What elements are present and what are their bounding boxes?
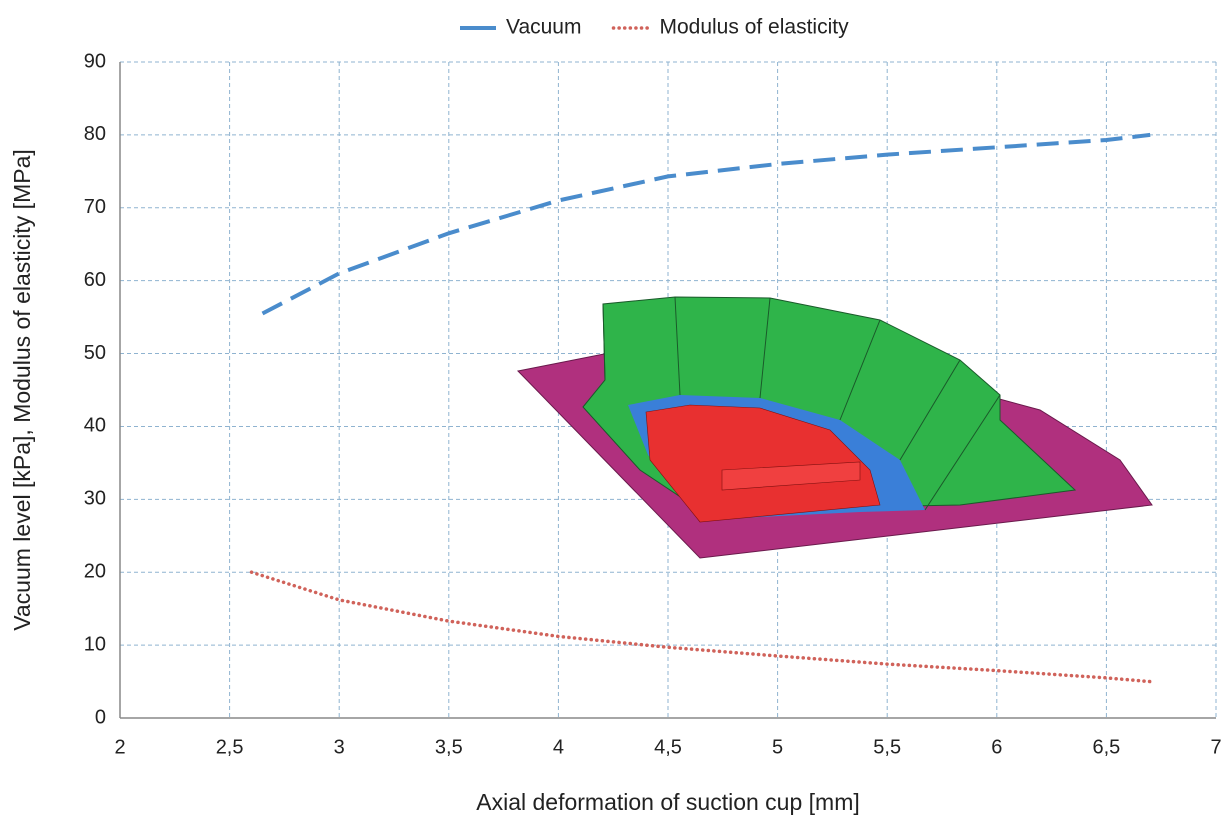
plot-lines bbox=[249, 132, 1152, 684]
x-tick-label: 7 bbox=[1210, 736, 1221, 758]
x-tick-label: 4 bbox=[553, 736, 564, 758]
y-tick-label: 80 bbox=[84, 123, 106, 145]
x-tick-label: 3 bbox=[334, 736, 345, 758]
x-tick-label: 5,5 bbox=[873, 736, 901, 758]
x-tick-label: 3,5 bbox=[435, 736, 463, 758]
x-tick-label: 2 bbox=[114, 736, 125, 758]
legend-label: Modulus of elasticity bbox=[659, 16, 849, 39]
y-tick-label: 50 bbox=[84, 342, 106, 364]
x-tick-label: 5 bbox=[772, 736, 783, 758]
y-tick-label: 20 bbox=[84, 561, 106, 583]
series-line bbox=[249, 570, 1152, 684]
fem-mesh-illustration bbox=[516, 296, 1153, 559]
y-tick-label: 60 bbox=[84, 269, 106, 291]
y-tick-label: 30 bbox=[84, 488, 106, 510]
legend-label: Vacuum bbox=[506, 16, 581, 39]
x-tick-label: 4,5 bbox=[654, 736, 682, 758]
series-line bbox=[261, 132, 1151, 316]
y-tick-label: 90 bbox=[84, 50, 106, 72]
x-tick-label: 6 bbox=[991, 736, 1002, 758]
x-tick-label: 6,5 bbox=[1092, 736, 1120, 758]
legend: Vacuum Modulus of elasticity bbox=[460, 16, 849, 39]
x-axis-title: Axial deformation of suction cup [mm] bbox=[476, 789, 860, 815]
x-tick-label: 2,5 bbox=[216, 736, 244, 758]
y-tick-label: 40 bbox=[84, 415, 106, 437]
y-tick-label: 0 bbox=[95, 706, 106, 728]
y-axis-title: Vacuum level [kPa], Modulus of elasticit… bbox=[9, 149, 35, 631]
y-tick-label: 70 bbox=[84, 196, 106, 218]
y-tick-label: 10 bbox=[84, 633, 106, 655]
